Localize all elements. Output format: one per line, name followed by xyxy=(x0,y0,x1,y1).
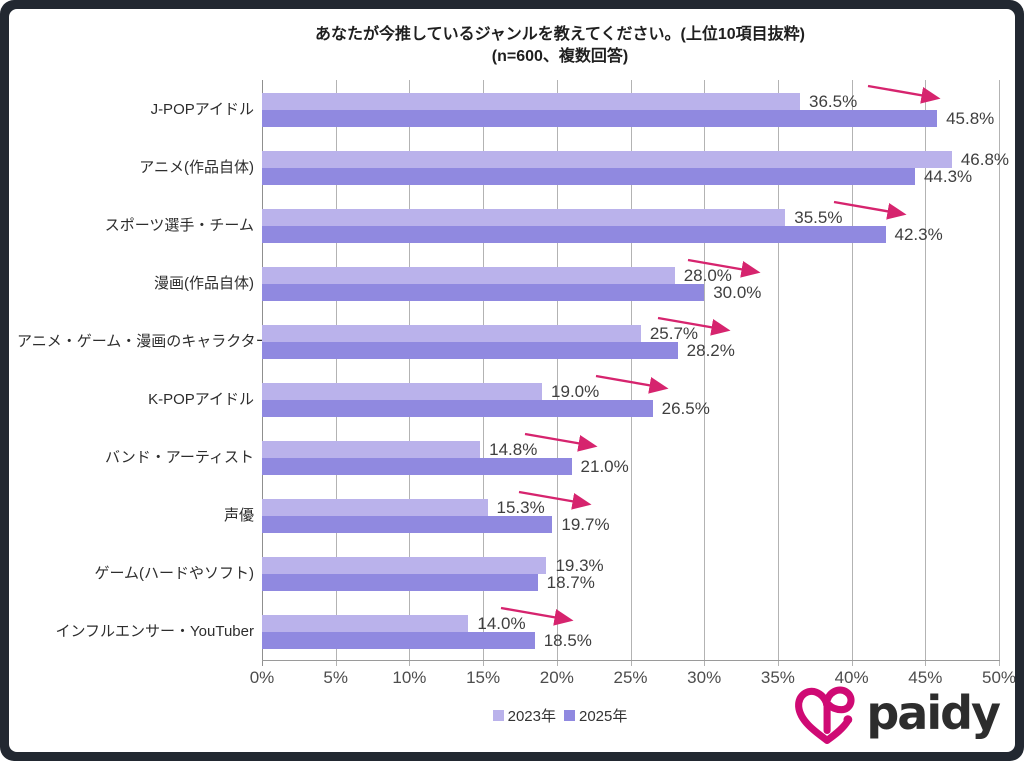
category-label: スポーツ選手・チーム xyxy=(104,217,254,234)
value-label-2025: 28.2% xyxy=(686,341,735,360)
bar-2025 xyxy=(262,458,572,475)
x-axis-tick-label: 40% xyxy=(834,668,869,687)
value-label-2025: 45.8% xyxy=(946,109,995,128)
category-label: ゲーム(ハードやソフト) xyxy=(94,565,254,582)
x-axis-line xyxy=(262,660,1000,661)
bar-2025 xyxy=(262,284,705,301)
value-label-2025: 18.7% xyxy=(546,573,595,592)
chart-title: あなたが今推しているジャンルを教えてください。(上位10項目抜粋) xyxy=(315,26,805,43)
value-label-2025: 42.3% xyxy=(894,225,943,244)
gridline-25% xyxy=(630,80,632,666)
paidy-heart-icon xyxy=(795,686,855,744)
x-axis-tick-label: 5% xyxy=(323,668,348,687)
bar-2025 xyxy=(262,574,538,591)
bar-2023 xyxy=(262,441,481,458)
gridline-20% xyxy=(556,80,558,666)
increase-arrow-icon xyxy=(688,258,761,278)
bar-2023 xyxy=(262,151,952,168)
category-label: 漫画(作品自体) xyxy=(154,275,254,292)
x-axis-tick-label: 50% xyxy=(981,668,1015,687)
value-label-2023: 15.3% xyxy=(496,498,545,517)
gridline-15% xyxy=(483,80,485,666)
legend-label-2025: 2025年 xyxy=(579,708,628,725)
bar-2023 xyxy=(262,615,469,632)
value-label-2025: 26.5% xyxy=(661,399,710,418)
value-label-2023: 36.5% xyxy=(809,92,858,111)
x-axis-tick-label: 15% xyxy=(466,668,501,687)
bar-2023 xyxy=(262,325,641,342)
legend-swatch-2025 xyxy=(564,710,575,721)
gridline-5% xyxy=(335,80,337,666)
bar-2023 xyxy=(262,209,786,226)
value-label-2025: 18.5% xyxy=(543,631,592,650)
x-axis-tick-label: 30% xyxy=(687,668,722,687)
value-label-2025: 21.0% xyxy=(580,457,629,476)
legend-item-2025: 2025年 xyxy=(564,705,627,726)
bar-2025 xyxy=(262,400,653,417)
legend-item-2023: 2023年 xyxy=(492,705,556,726)
x-axis-tick-label: 45% xyxy=(908,668,943,687)
increase-arrow-icon xyxy=(518,490,592,510)
bar-chart-plot-area: 0% 5% 10% 15% 20% 25% 30% 35% 40% 45% 50% J-POPアイドル… xyxy=(9,9,1015,752)
legend-swatch-2023 xyxy=(492,710,504,721)
gridline-35% xyxy=(777,80,779,666)
x-axis-tick-label: 25% xyxy=(613,668,648,687)
value-label-2025: 30.0% xyxy=(713,283,762,302)
value-label-2025: 44.3% xyxy=(923,167,973,186)
value-label-2023: 14.0% xyxy=(477,614,526,633)
bar-2025 xyxy=(262,342,678,359)
x-axis-tick-label: 0% xyxy=(249,668,275,687)
bar-2023 xyxy=(262,383,543,400)
gridline-40% xyxy=(851,80,853,666)
category-label: インフルエンサー・YouTuber xyxy=(55,623,255,640)
value-label-2023: 14.8% xyxy=(489,440,538,459)
paidy-logo: paidy xyxy=(791,678,1001,748)
x-axis-tick-label: 20% xyxy=(539,668,574,687)
chart-subtitle: (n=600、複数回答) xyxy=(491,48,629,65)
legend-label-2023: 2023年 xyxy=(507,708,556,725)
category-label: アニメ(作品自体) xyxy=(139,159,254,176)
increase-arrow-icon xyxy=(524,432,598,452)
value-label-2025: 19.7% xyxy=(561,515,610,534)
bar-2023 xyxy=(262,93,800,110)
category-label: 声優 xyxy=(223,507,254,524)
paidy-wordmark: paidy xyxy=(866,686,1001,740)
bar-2025 xyxy=(262,168,915,185)
increase-arrow-icon xyxy=(500,606,574,626)
gridline-0% xyxy=(262,80,263,666)
category-label: J-POPアイドル xyxy=(150,101,254,118)
bar-2025 xyxy=(262,110,938,127)
increase-arrow-icon xyxy=(658,316,731,336)
chart-card: あなたが今推しているジャンルを教えてください。(上位10項目抜粋) (n=600… xyxy=(9,9,1015,752)
bar-2025 xyxy=(262,226,886,243)
bar-2023 xyxy=(262,557,547,574)
bar-2023 xyxy=(262,499,488,516)
category-label: アニメ・ゲーム・漫画のキャラクター xyxy=(17,333,271,350)
increase-arrow-icon xyxy=(834,200,907,220)
increase-arrow-icon xyxy=(596,374,669,394)
value-label-2023: 35.5% xyxy=(794,208,843,227)
gridline-50% xyxy=(999,80,1000,666)
bar-2023 xyxy=(262,267,675,284)
gridline-45% xyxy=(925,80,927,666)
category-label: バンド・アーティスト xyxy=(105,449,254,466)
category-label: K-POPアイドル xyxy=(148,391,254,408)
value-label-2023: 28.0% xyxy=(683,266,732,285)
increase-arrow-icon xyxy=(867,84,941,104)
x-axis-tick-label: 10% xyxy=(392,668,427,687)
value-label-2023: 19.3% xyxy=(555,556,604,575)
chart-title-block: あなたが今推しているジャンルを教えてください。(上位10項目抜粋) (n=600… xyxy=(110,24,1010,68)
bar-2025 xyxy=(262,632,535,649)
chart-legend: 2023年 2025年 xyxy=(110,705,1010,726)
value-label-2023: 19.0% xyxy=(551,382,600,401)
gridline-30% xyxy=(704,80,706,666)
value-label-2023: 46.8% xyxy=(960,150,1010,169)
bar-2025 xyxy=(262,516,553,533)
x-axis-tick-label: 35% xyxy=(760,668,795,687)
value-label-2023: 25.7% xyxy=(649,324,699,343)
gridline-10% xyxy=(409,80,411,666)
